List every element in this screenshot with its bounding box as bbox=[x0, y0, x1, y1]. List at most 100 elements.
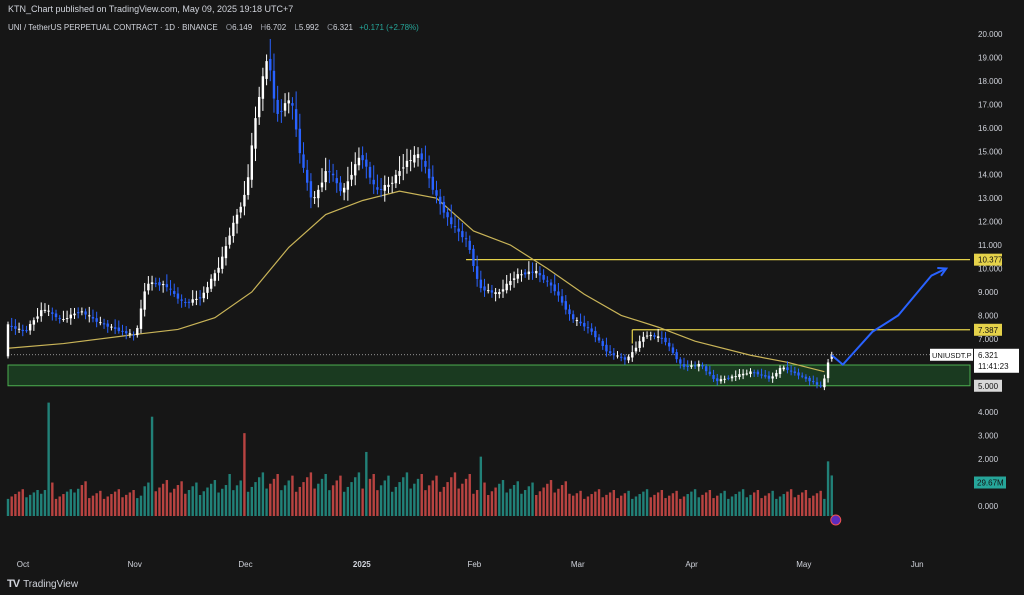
volume-bar bbox=[579, 490, 582, 516]
volume-bar bbox=[697, 497, 700, 516]
volume-bar bbox=[701, 494, 704, 516]
candle bbox=[84, 311, 87, 315]
volume-bar bbox=[764, 495, 767, 516]
candle bbox=[206, 287, 209, 293]
volume-bar bbox=[99, 490, 102, 516]
volume-bar bbox=[616, 498, 619, 516]
volume-bar bbox=[424, 490, 427, 516]
volume-bar bbox=[457, 488, 460, 516]
volume-bar bbox=[280, 490, 283, 516]
candle bbox=[642, 336, 645, 342]
volume-bar bbox=[675, 490, 678, 516]
volume-bar bbox=[125, 494, 128, 516]
candle bbox=[620, 356, 623, 358]
event-marker-icon bbox=[830, 514, 842, 526]
candle bbox=[472, 248, 475, 266]
volume-bar bbox=[335, 480, 338, 516]
candle bbox=[217, 267, 220, 273]
candle bbox=[184, 301, 187, 303]
volume-bar bbox=[246, 491, 250, 516]
candle bbox=[416, 154, 420, 158]
price-axis-label: 7.000 bbox=[978, 335, 999, 344]
candle bbox=[132, 334, 135, 336]
volume-bar bbox=[95, 493, 98, 516]
volume-bar bbox=[719, 493, 723, 516]
volume-bar bbox=[583, 498, 586, 516]
volume-bar bbox=[272, 478, 276, 516]
volume-bar bbox=[464, 478, 468, 516]
candle bbox=[523, 272, 527, 275]
volume-bar bbox=[405, 472, 409, 516]
volume-bar bbox=[612, 490, 616, 516]
candle bbox=[568, 309, 571, 315]
volume-bar bbox=[383, 480, 386, 516]
volume-bar bbox=[136, 498, 139, 516]
candle bbox=[424, 160, 427, 167]
candle bbox=[69, 314, 72, 319]
countdown-label: 11:41:23 bbox=[978, 362, 1009, 371]
candle bbox=[634, 347, 638, 352]
volume-last-label: 29.67M bbox=[977, 479, 1004, 488]
volume-bar bbox=[823, 498, 826, 516]
volume-bar bbox=[250, 486, 254, 516]
candle bbox=[320, 182, 324, 188]
volume-bar bbox=[830, 475, 833, 516]
candle bbox=[143, 291, 146, 310]
candle bbox=[372, 179, 375, 185]
volume-bar bbox=[483, 482, 486, 516]
symbol-title: UNI / TetherUS PERPETUAL CONTRACT · 1D ·… bbox=[8, 23, 218, 32]
support-zone bbox=[7, 364, 971, 387]
candle bbox=[346, 181, 350, 190]
ohlc-high-key: H bbox=[260, 23, 267, 32]
candle bbox=[139, 308, 143, 329]
candle bbox=[804, 376, 808, 379]
candle bbox=[531, 271, 534, 273]
volume-bar bbox=[516, 481, 519, 516]
candle bbox=[331, 173, 335, 176]
volume-bar bbox=[150, 416, 154, 516]
volume-bar bbox=[239, 480, 242, 516]
ohlc-open-key: O bbox=[225, 23, 233, 32]
volume-bar bbox=[730, 496, 734, 516]
volume-bar bbox=[413, 483, 416, 516]
volume-bar bbox=[143, 486, 146, 516]
candle bbox=[32, 320, 36, 325]
candle bbox=[789, 370, 793, 372]
volume-bar bbox=[132, 490, 135, 516]
volume-bar bbox=[217, 492, 220, 516]
volume-bar bbox=[708, 490, 712, 516]
volume-bar bbox=[623, 493, 627, 516]
ohlc-close-key: C bbox=[327, 23, 333, 32]
candle bbox=[693, 365, 697, 367]
volume-bar bbox=[749, 494, 752, 516]
volume-bar bbox=[509, 488, 512, 516]
candle bbox=[575, 320, 579, 322]
volume-bar bbox=[361, 488, 364, 516]
volume-bar bbox=[51, 482, 54, 516]
candle bbox=[324, 171, 327, 183]
time-axis-label: Jun bbox=[911, 560, 924, 569]
volume-bar bbox=[560, 485, 564, 516]
volume-bar bbox=[597, 489, 601, 516]
volume-bar bbox=[801, 492, 804, 516]
volume-bar bbox=[110, 494, 113, 516]
candle bbox=[450, 217, 453, 225]
candle bbox=[261, 76, 265, 99]
price-axis-label: 19.000 bbox=[978, 53, 1003, 62]
volume-bar bbox=[416, 478, 420, 516]
volume-bar bbox=[257, 477, 261, 516]
volume-bar bbox=[808, 498, 811, 516]
candle bbox=[501, 289, 505, 292]
volume-bar bbox=[283, 485, 287, 516]
symbol-tag bbox=[930, 348, 973, 361]
candle bbox=[553, 284, 556, 292]
volume-axis-label: 3.000 bbox=[978, 432, 999, 441]
candle bbox=[616, 355, 619, 357]
volume-bar bbox=[243, 433, 246, 516]
candle bbox=[10, 325, 13, 327]
volume-bar bbox=[634, 496, 638, 516]
volume-bar bbox=[771, 490, 774, 516]
volume-bar bbox=[209, 483, 213, 516]
volume-bar bbox=[553, 492, 556, 516]
